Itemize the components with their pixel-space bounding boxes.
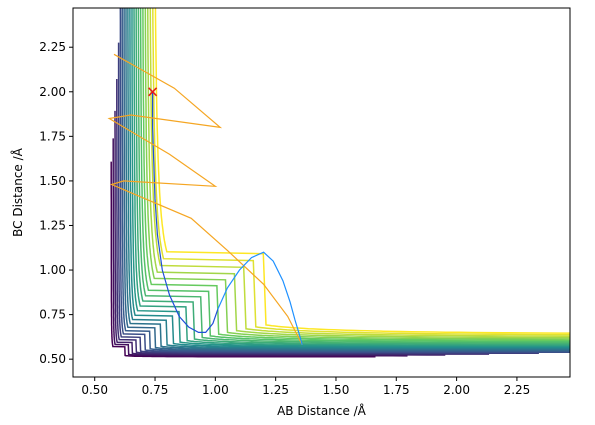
- trajectory-line: [152, 91, 219, 333]
- contour-line: [121, 8, 570, 353]
- y-tick-label: 1.75: [39, 129, 66, 143]
- contour-line: [123, 8, 570, 352]
- contour-line: [114, 110, 446, 356]
- contour-line: [110, 161, 376, 358]
- contour-line: [142, 8, 570, 342]
- contour-lines: [110, 8, 570, 358]
- y-tick-label: 1.25: [39, 218, 66, 232]
- x-tick-label: 2.00: [443, 383, 470, 397]
- contour-line: [116, 79, 490, 355]
- contour-line: [119, 8, 570, 354]
- x-tick-label: 0.75: [142, 383, 169, 397]
- contour-line: [127, 8, 570, 350]
- y-axis-label: BC Distance /Å: [10, 147, 25, 237]
- x-tick-label: 1.00: [202, 383, 229, 397]
- x-tick-label: 1.25: [262, 383, 289, 397]
- contour-line: [131, 8, 570, 348]
- contour-line: [139, 8, 570, 343]
- y-tick-label: 2.25: [39, 40, 66, 54]
- y-tick-label: 1.50: [39, 174, 66, 188]
- contour-line: [147, 8, 570, 339]
- x-tick-label: 1.75: [383, 383, 410, 397]
- y-axis-ticks: 0.50 0.75 1.00 1.25 1.50 1.75 2.00 2.25: [39, 40, 73, 366]
- x-tick-label: 0.50: [81, 383, 108, 397]
- contour-line: [125, 8, 570, 351]
- y-tick-label: 0.75: [39, 308, 66, 322]
- start-marker-group: [148, 87, 158, 97]
- contour-line: [149, 8, 570, 337]
- contour-line: [152, 8, 570, 336]
- y-tick-label: 2.00: [39, 85, 66, 99]
- trajectory-line: [107, 53, 303, 346]
- contour-line: [135, 8, 570, 345]
- y-tick-label: 1.00: [39, 263, 66, 277]
- plot-frame: [72, 7, 571, 378]
- x-tick-label: 2.25: [504, 383, 531, 397]
- y-tick-label: 0.50: [39, 352, 66, 366]
- x-tick-label: 1.50: [323, 383, 350, 397]
- trajectory-lines: [107, 53, 303, 346]
- start-marker: [148, 87, 158, 97]
- contour-line: [144, 8, 570, 340]
- trajectory-line: [217, 251, 303, 346]
- x-axis-label: AB Distance /Å: [277, 403, 367, 418]
- contour-line: [154, 8, 570, 334]
- contour-line: [137, 8, 570, 344]
- x-axis-ticks: 0.50 0.75 1.00 1.25 1.50 1.75 2.00 2.25: [81, 377, 530, 397]
- contour-line: [117, 42, 539, 354]
- contour-line: [133, 8, 570, 346]
- contour-line: [112, 138, 408, 357]
- contour-line: [129, 8, 570, 349]
